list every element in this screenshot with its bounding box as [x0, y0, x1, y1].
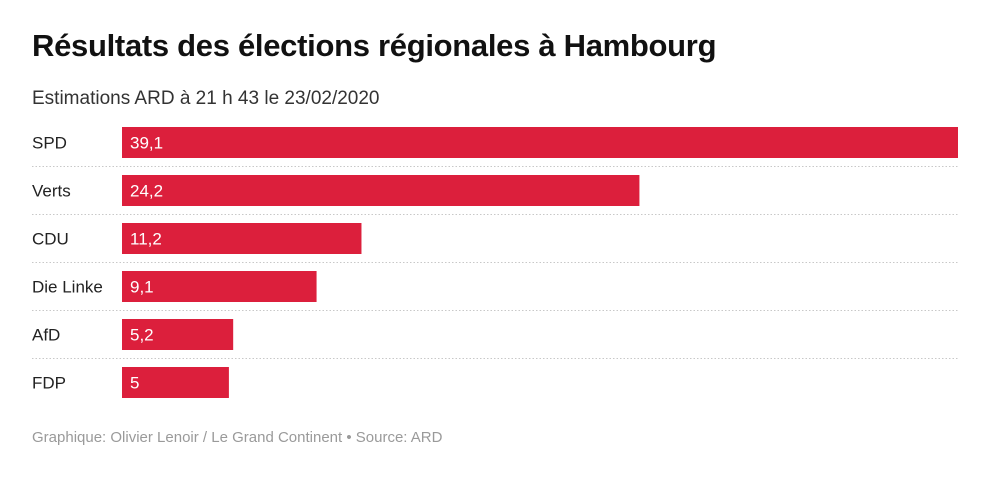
value-label: 5 — [130, 374, 139, 393]
category-label: SPD — [32, 134, 67, 153]
chart-title: Résultats des élections régionales à Ham… — [32, 28, 717, 63]
bar — [122, 367, 229, 398]
category-label: CDU — [32, 230, 69, 249]
bar — [122, 175, 640, 206]
value-label: 24,2 — [130, 182, 163, 201]
bar-row: Die Linke 9,1 — [32, 271, 958, 311]
bar — [122, 127, 958, 158]
category-label: Verts — [32, 182, 71, 201]
value-label: 11,2 — [130, 230, 162, 249]
value-label: 5,2 — [130, 326, 154, 345]
bar-row: AfD 5,2 — [32, 319, 958, 359]
bar-row: Verts 24,2 — [32, 175, 958, 215]
bar-row: CDU 11,2 — [32, 223, 958, 263]
bar-row: FDP 5 — [32, 367, 229, 398]
bar — [122, 223, 362, 254]
bar — [122, 319, 234, 350]
chart-footer: Graphique: Olivier Lenoir / Le Grand Con… — [32, 429, 443, 446]
category-label: Die Linke — [32, 278, 103, 297]
value-label: 39,1 — [130, 134, 163, 153]
bar-row: SPD 39,1 — [32, 127, 958, 167]
category-label: FDP — [32, 374, 66, 393]
value-label: 9,1 — [130, 278, 154, 297]
chart-subtitle: Estimations ARD à 21 h 43 le 23/02/2020 — [32, 88, 380, 109]
category-label: AfD — [32, 326, 60, 345]
bar — [122, 271, 317, 302]
